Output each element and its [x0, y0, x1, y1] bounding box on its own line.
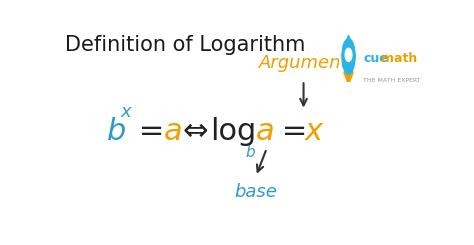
- Text: math: math: [381, 52, 417, 65]
- Text: =: =: [129, 117, 174, 146]
- Text: b: b: [107, 117, 127, 146]
- Text: a: a: [164, 117, 182, 146]
- Text: b: b: [246, 146, 255, 160]
- Text: a: a: [256, 117, 274, 146]
- Text: base: base: [234, 183, 277, 201]
- Text: log: log: [210, 117, 256, 146]
- Text: Argument: Argument: [259, 54, 348, 72]
- Text: x: x: [305, 117, 323, 146]
- Text: THE MATH EXPERT: THE MATH EXPERT: [363, 78, 420, 83]
- Text: ⇔: ⇔: [182, 117, 208, 146]
- Text: cue: cue: [363, 52, 388, 65]
- Text: Definition of Logarithm: Definition of Logarithm: [65, 35, 305, 55]
- Text: x: x: [121, 103, 132, 122]
- Text: =: =: [272, 117, 317, 146]
